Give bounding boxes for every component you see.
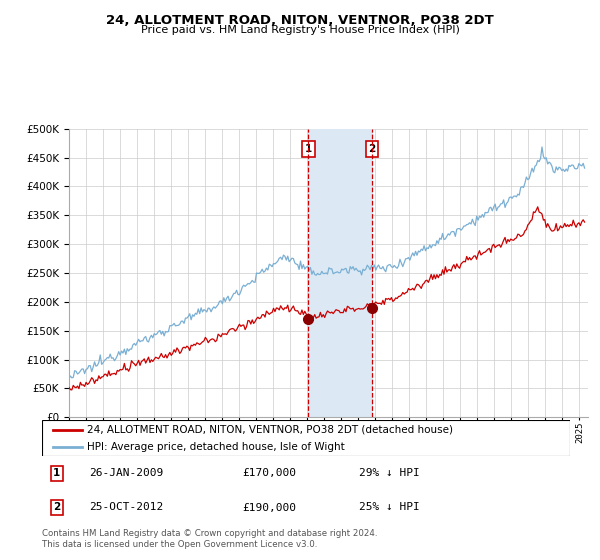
Text: 24, ALLOTMENT ROAD, NITON, VENTNOR, PO38 2DT (detached house): 24, ALLOTMENT ROAD, NITON, VENTNOR, PO38… xyxy=(87,425,453,435)
Bar xyxy=(308,129,372,417)
Text: 2: 2 xyxy=(53,502,61,512)
Text: 1: 1 xyxy=(53,468,61,478)
Text: Price paid vs. HM Land Registry's House Price Index (HPI): Price paid vs. HM Land Registry's House … xyxy=(140,25,460,35)
Text: Contains HM Land Registry data © Crown copyright and database right 2024.
This d: Contains HM Land Registry data © Crown c… xyxy=(42,529,377,549)
Text: 1: 1 xyxy=(305,144,312,154)
Text: HPI: Average price, detached house, Isle of Wight: HPI: Average price, detached house, Isle… xyxy=(87,442,344,452)
Text: 24, ALLOTMENT ROAD, NITON, VENTNOR, PO38 2DT: 24, ALLOTMENT ROAD, NITON, VENTNOR, PO38… xyxy=(106,14,494,27)
Text: £190,000: £190,000 xyxy=(242,502,296,512)
Text: 29% ↓ HPI: 29% ↓ HPI xyxy=(359,468,419,478)
Text: 25% ↓ HPI: 25% ↓ HPI xyxy=(359,502,419,512)
Text: £170,000: £170,000 xyxy=(242,468,296,478)
Text: 25-OCT-2012: 25-OCT-2012 xyxy=(89,502,164,512)
Text: 2: 2 xyxy=(368,144,376,154)
Text: 26-JAN-2009: 26-JAN-2009 xyxy=(89,468,164,478)
